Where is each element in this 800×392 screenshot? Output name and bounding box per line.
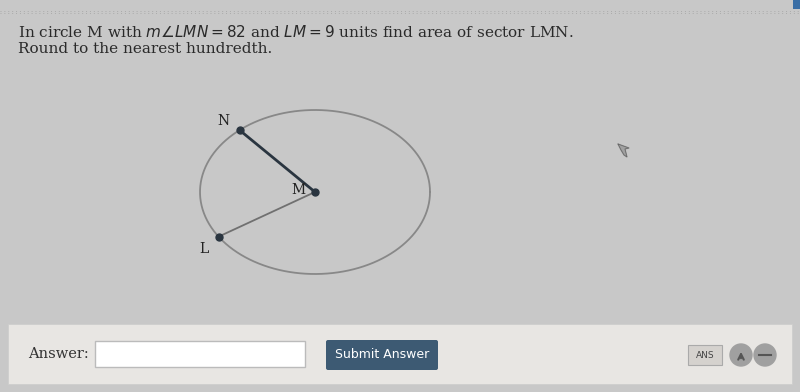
FancyBboxPatch shape <box>688 345 722 365</box>
Text: Submit Answer: Submit Answer <box>335 348 429 361</box>
Circle shape <box>754 344 776 366</box>
FancyBboxPatch shape <box>326 340 438 370</box>
Text: Round to the nearest hundredth.: Round to the nearest hundredth. <box>18 42 272 56</box>
FancyBboxPatch shape <box>8 324 792 384</box>
FancyBboxPatch shape <box>95 341 305 367</box>
Text: L: L <box>199 241 209 256</box>
Polygon shape <box>618 144 629 157</box>
Circle shape <box>730 344 752 366</box>
Text: ANS: ANS <box>696 350 714 359</box>
Text: N: N <box>218 114 230 128</box>
Text: Answer:: Answer: <box>28 347 89 361</box>
Text: In circle M with $m\angle LMN = 82$ and $LM = 9$ units find area of sector LMN.: In circle M with $m\angle LMN = 82$ and … <box>18 24 574 40</box>
Text: M: M <box>291 183 305 197</box>
FancyBboxPatch shape <box>793 0 800 9</box>
